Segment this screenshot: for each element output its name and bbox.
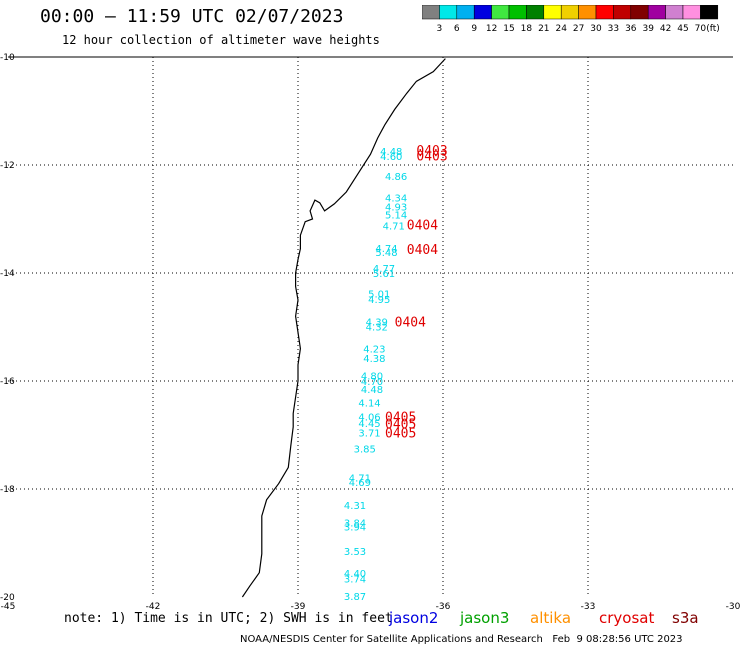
wave-height-value: 4.31 bbox=[344, 501, 366, 512]
wave-height-value: 4.74 bbox=[375, 244, 397, 255]
wave-height-value: 4.40 bbox=[344, 569, 366, 580]
page-title: 00:00 – 11:59 UTC 02/07/2023 bbox=[40, 6, 344, 27]
x-tick-label: -45 bbox=[1, 602, 16, 610]
color-label: 24 bbox=[555, 24, 567, 34]
pass-label: 0405 bbox=[385, 418, 416, 433]
color-label: 36 bbox=[625, 24, 637, 34]
wave-height-value: 3.85 bbox=[354, 445, 376, 456]
wave-height-value: 4.86 bbox=[385, 172, 407, 183]
wave-height-value: 4.71 bbox=[383, 221, 405, 232]
note-text: note: 1) Time is in UTC; 2) SWH is in fe… bbox=[64, 611, 393, 626]
color-legend: 3 6 9 12 15 18 21 24 27 30 33 36 39 42 45 70 (ft) bbox=[422, 5, 720, 34]
x-tick-label: -42 bbox=[146, 602, 161, 610]
pass-label: 0403 bbox=[416, 144, 447, 159]
wave-height-value: 3.84 bbox=[344, 518, 366, 529]
wave-height-value: 4.60 bbox=[380, 152, 402, 163]
color-label: 6 bbox=[454, 24, 460, 34]
satellite-jason2: jason2 bbox=[389, 609, 439, 627]
y-tick-label: -18 bbox=[0, 485, 15, 495]
pass-label: 0403 bbox=[416, 149, 447, 164]
satellite-altika: altika bbox=[530, 609, 572, 627]
wave-height-value: 5.14 bbox=[385, 211, 407, 222]
y-tick-label: -20 bbox=[0, 593, 15, 603]
pass-label: 0405 bbox=[385, 411, 416, 426]
wave-height-value: 4.69 bbox=[349, 478, 371, 489]
pass-label: 0405 bbox=[385, 426, 416, 441]
color-label: 42 bbox=[660, 24, 671, 34]
wave-height-value: 4.95 bbox=[368, 295, 390, 306]
page-subtitle: 12 hour collection of altimeter wave hei… bbox=[62, 33, 380, 47]
wave-height-value: 4.06 bbox=[358, 413, 380, 424]
color-label: 9 bbox=[471, 24, 477, 34]
pass-label: 0404 bbox=[407, 218, 438, 233]
color-label: 3 bbox=[437, 24, 443, 34]
color-label: 12 bbox=[486, 24, 497, 34]
x-tick-label: -36 bbox=[436, 602, 451, 610]
wave-height-value: 4.48 bbox=[361, 385, 383, 396]
wave-height-value: 4.39 bbox=[366, 318, 388, 329]
wave-height-value: 4.23 bbox=[363, 345, 385, 356]
x-tick-label: -30 bbox=[726, 602, 740, 610]
wave-height-value: 3.71 bbox=[358, 428, 380, 439]
wave-height-value: 4.45 bbox=[358, 419, 380, 430]
satellite-s3a: s3a bbox=[672, 609, 699, 627]
y-tick-label: -16 bbox=[0, 377, 15, 387]
color-label: 18 bbox=[521, 24, 533, 34]
wave-height-value: 4.32 bbox=[366, 322, 388, 333]
color-label: 45 bbox=[677, 24, 688, 34]
color-label: 33 bbox=[608, 24, 619, 34]
y-tick-label: -10 bbox=[0, 53, 15, 63]
pass-label: 0404 bbox=[407, 243, 438, 258]
wave-height-value: 4.34 bbox=[385, 193, 407, 204]
satellite-cryosat: cryosat bbox=[599, 609, 655, 627]
color-label: 21 bbox=[538, 24, 549, 34]
wave-height-value: 3.94 bbox=[344, 522, 366, 533]
wave-height-value: 3.74 bbox=[344, 575, 366, 586]
coastline bbox=[241, 58, 446, 598]
wave-height-value: 5.01 bbox=[368, 290, 390, 301]
wave-height-value: 5.61 bbox=[373, 269, 395, 280]
color-label: 30 bbox=[590, 24, 602, 34]
wave-height-value: 4.14 bbox=[358, 399, 380, 410]
y-tick-label: -14 bbox=[0, 269, 15, 279]
color-label: 39 bbox=[642, 24, 654, 34]
color-label: 15 bbox=[503, 24, 514, 34]
wave-height-value: 4.71 bbox=[349, 474, 371, 485]
x-tick-label: -33 bbox=[581, 602, 596, 610]
wave-height-value: 5.48 bbox=[375, 248, 397, 259]
footer-credit: NOAA/NESDIS Center for Satellite Applica… bbox=[240, 634, 683, 645]
wave-height-value: 4.48 bbox=[380, 147, 402, 158]
wave-height-value: 4.38 bbox=[363, 354, 385, 365]
wave-height-value: 4.70 bbox=[361, 377, 383, 388]
wave-height-value: 4.80 bbox=[361, 372, 383, 383]
altimeter-map: -45 -42 -39 -36 -33 -30 -10 -12 -14 -16 -18 -20 4.48… bbox=[0, 53, 740, 610]
color-label: 27 bbox=[573, 24, 584, 34]
wave-height-value: 4.93 bbox=[385, 203, 407, 214]
x-tick-label: -39 bbox=[291, 602, 306, 610]
y-tick-label: -12 bbox=[0, 161, 15, 171]
color-swatch bbox=[700, 5, 719, 20]
color-unit: (ft) bbox=[706, 24, 720, 34]
color-label: 70 bbox=[695, 24, 707, 34]
wave-height-value: 4.77 bbox=[373, 264, 395, 275]
wave-height-value: 3.53 bbox=[344, 547, 366, 558]
wave-height-value: 3.87 bbox=[344, 592, 366, 603]
pass-label: 0404 bbox=[395, 316, 426, 331]
satellite-jason3: jason3 bbox=[460, 609, 510, 627]
